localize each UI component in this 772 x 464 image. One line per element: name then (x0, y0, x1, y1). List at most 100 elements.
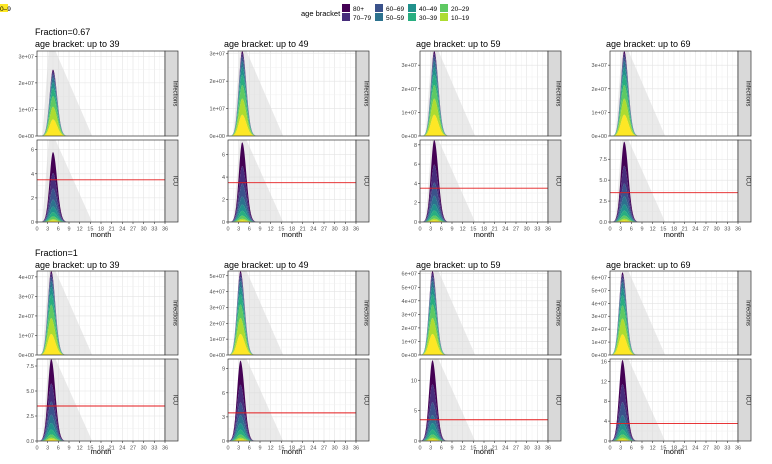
panel-title: age bracket: up to 69 (606, 39, 691, 49)
facet-strip-label: ICU (745, 176, 751, 186)
area-band (610, 434, 640, 441)
area-band (420, 384, 450, 441)
area-band (228, 384, 258, 441)
x-tick-label: 6 (440, 227, 443, 233)
x-tick-label: 12 (268, 227, 274, 233)
x-tick-label: 0 (418, 227, 421, 233)
x-tick-label: 0 (226, 227, 229, 233)
area-band (228, 220, 260, 222)
legend-item-label: 70–79 (353, 15, 371, 22)
y-tick-label: 5 (414, 409, 417, 415)
legend-item-label: 20–29 (451, 6, 469, 13)
x-axis-label: month (474, 230, 495, 239)
area-band (228, 437, 258, 441)
y-tick-label: 2e+07 (592, 87, 607, 93)
x-tick-label: 27 (130, 446, 136, 452)
y-tick-label: 0e+00 (592, 134, 607, 140)
area-band (228, 360, 258, 441)
y-tick-label: 7.5 (26, 364, 34, 370)
panel-title: age bracket: up to 59 (416, 39, 501, 49)
area-band (228, 281, 258, 355)
x-tick-label: 15 (470, 446, 476, 452)
y-tick-label: 16 (601, 359, 607, 365)
facet-strip-label: Infections (172, 81, 178, 107)
area-band (228, 98, 260, 136)
area-band (420, 98, 452, 136)
x-tick-label: 12 (650, 446, 656, 452)
y-tick-label: 4 (604, 419, 607, 425)
y-tick-label: 3e+07 (210, 52, 225, 58)
area-band (38, 106, 71, 136)
x-tick-label: 0 (226, 446, 229, 452)
area-band (610, 210, 642, 222)
facet-strip (737, 139, 752, 223)
area-band (37, 359, 69, 441)
y-tick-label: 3 (222, 415, 225, 421)
facet-panel: age bracket: up to 39 Infections 0e+00 1e+0… (19, 260, 179, 456)
x-tick-label: 6 (57, 227, 60, 233)
y-tick-label: 0e+00 (19, 353, 34, 359)
y-tick-label: 4e+07 (19, 275, 34, 281)
area-band (610, 437, 640, 441)
x-axis-label: month (282, 447, 303, 456)
area-band (37, 429, 69, 441)
x-tick-label: 27 (703, 446, 709, 452)
x-tick-label: 30 (141, 446, 147, 452)
x-tick-label: 9 (640, 446, 643, 452)
x-tick-label: 36 (353, 227, 359, 233)
y-tick-label: 1e+07 (402, 339, 417, 345)
row-title: Fraction=0.67 (35, 27, 90, 37)
x-tick-label: 36 (162, 227, 168, 233)
facet-strip (164, 270, 179, 356)
area-band (610, 85, 642, 136)
y-tick-label: 6 (222, 391, 225, 397)
y-tick-label: 2 (222, 198, 225, 204)
x-tick-label: 33 (724, 446, 730, 452)
x-tick-label: 21 (109, 446, 115, 452)
x-tick-label: 6 (630, 227, 633, 233)
infections-subplot: Infections 0e+00 1e+07 2e+07 3e+07 (592, 50, 752, 140)
y-tick-label: 0e+00 (592, 353, 607, 359)
legend-title: age bracket (301, 9, 341, 18)
y-tick-label: 5e+07 (402, 285, 417, 291)
y-tick-label: 4e+07 (592, 301, 607, 307)
area-band (228, 304, 258, 355)
y-tick-label: 0e+00 (402, 134, 417, 140)
area-band (228, 142, 260, 222)
area-band (610, 384, 640, 441)
infections-subplot: Infections 0e+00 1e+07 2e+07 3e+07 (19, 50, 179, 140)
facet-strip-label: ICU (555, 176, 561, 186)
facet-panel: age bracket: up to 39 Infections 0e+00 1e+0… (19, 39, 179, 239)
y-tick-label: 2.5 (599, 199, 607, 205)
y-tick-label: 1e+07 (210, 107, 225, 113)
facet-strip (355, 50, 370, 137)
x-tick-label: 30 (332, 227, 338, 233)
area-band (37, 334, 69, 355)
y-tick-label: 2e+07 (402, 326, 417, 332)
x-tick-label: 24 (119, 227, 125, 233)
area-band (420, 215, 452, 222)
x-tick-label: 24 (502, 227, 508, 233)
area-band (420, 74, 452, 136)
row-title: Fraction=1 (35, 248, 78, 258)
x-tick-label: 27 (513, 227, 519, 233)
y-tick-label: 3e+07 (210, 305, 225, 311)
x-tick-label: 24 (502, 446, 508, 452)
facet-strip (164, 50, 179, 137)
y-tick-label: 0e+00 (402, 353, 417, 359)
area-band (610, 165, 642, 222)
x-tick-label: 0 (418, 446, 421, 452)
x-tick-label: 9 (67, 227, 70, 233)
y-tick-label: 0 (604, 439, 607, 445)
area-band (610, 196, 642, 222)
y-tick-label: 4 (414, 181, 417, 187)
x-tick-label: 3 (429, 446, 432, 452)
area-band (610, 282, 640, 355)
y-tick-label: 4 (31, 172, 34, 178)
area-band (228, 166, 260, 222)
facet-panel: age bracket: up to 49 Infections 0e+00 1e+0… (210, 39, 370, 239)
facet-strip-label: Infections (745, 300, 751, 326)
x-tick-label: 27 (703, 227, 709, 233)
x-tick-label: 30 (332, 446, 338, 452)
